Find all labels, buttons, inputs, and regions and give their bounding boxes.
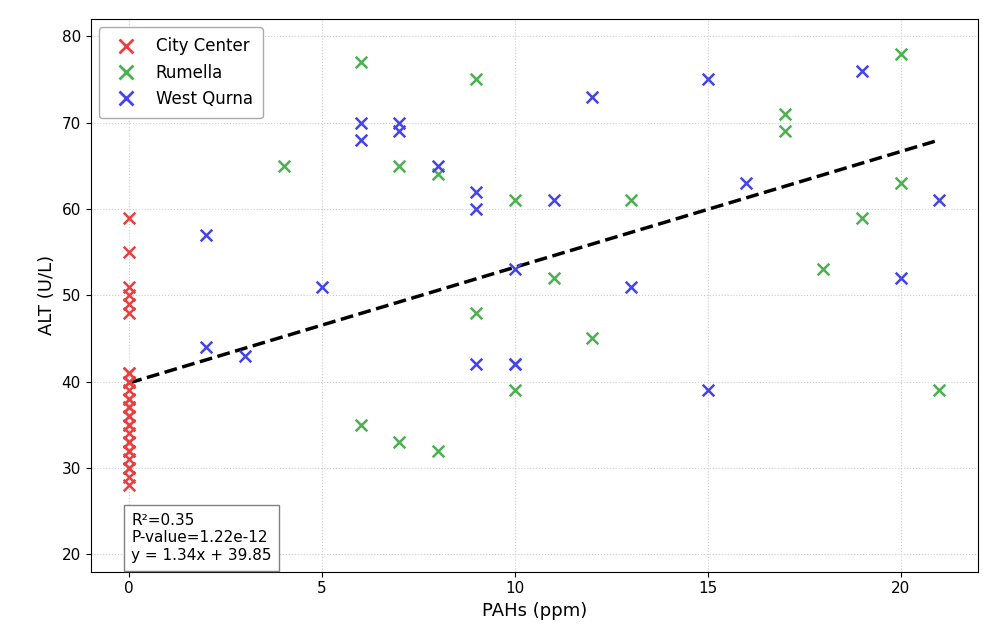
Point — [121, 480, 137, 490]
Point — [121, 437, 137, 447]
Point — [121, 411, 137, 421]
Point — [931, 195, 948, 205]
Point — [469, 307, 485, 318]
Point — [700, 74, 716, 84]
Point — [892, 48, 908, 58]
Point — [815, 264, 832, 274]
Point — [275, 161, 291, 171]
Point — [507, 359, 523, 370]
Point — [507, 264, 523, 274]
Point — [199, 342, 215, 352]
Point — [121, 403, 137, 413]
Point — [353, 117, 369, 128]
Point — [121, 420, 137, 430]
Point — [429, 161, 446, 171]
Point — [391, 126, 407, 137]
Point — [584, 333, 600, 344]
Point — [121, 299, 137, 309]
Point — [121, 463, 137, 473]
Point — [121, 446, 137, 456]
Point — [121, 394, 137, 404]
Point — [391, 117, 407, 128]
Point — [121, 403, 137, 413]
Point — [469, 359, 485, 370]
Point — [429, 170, 446, 180]
Point — [199, 230, 215, 240]
Point — [314, 281, 331, 291]
Point — [237, 351, 253, 361]
Point — [121, 368, 137, 378]
Point — [121, 247, 137, 257]
Point — [121, 471, 137, 481]
Point — [121, 394, 137, 404]
Point — [121, 290, 137, 300]
Point — [584, 91, 600, 102]
Point — [121, 463, 137, 473]
Legend: City Center, Rumella, West Qurna: City Center, Rumella, West Qurna — [99, 27, 263, 118]
Point — [545, 273, 561, 283]
Point — [469, 74, 485, 84]
Point — [545, 195, 561, 205]
Point — [854, 213, 870, 223]
Point — [121, 281, 137, 291]
Point — [353, 420, 369, 430]
Point — [854, 66, 870, 76]
Point — [469, 187, 485, 197]
Point — [777, 126, 793, 137]
Point — [507, 359, 523, 370]
Point — [353, 135, 369, 145]
Point — [121, 213, 137, 223]
Point — [121, 377, 137, 387]
Point — [469, 204, 485, 214]
Point — [121, 420, 137, 430]
Point — [931, 385, 948, 396]
Point — [623, 281, 639, 291]
Point — [892, 178, 908, 188]
Point — [121, 454, 137, 464]
Point — [700, 385, 716, 396]
Text: R²=0.35
P-value=1.22e-12
y = 1.34x + 39.85: R²=0.35 P-value=1.22e-12 y = 1.34x + 39.… — [131, 513, 272, 563]
Point — [121, 368, 137, 378]
Point — [121, 411, 137, 421]
Point — [738, 178, 754, 188]
Point — [892, 273, 908, 283]
Point — [391, 437, 407, 447]
Point — [623, 195, 639, 205]
Point — [121, 307, 137, 318]
Point — [121, 377, 137, 387]
Point — [121, 437, 137, 447]
Point — [391, 161, 407, 171]
Point — [121, 446, 137, 456]
Point — [777, 109, 793, 119]
Point — [507, 385, 523, 396]
Y-axis label: ALT (U/L): ALT (U/L) — [38, 255, 56, 335]
Point — [121, 428, 137, 438]
Point — [429, 446, 446, 456]
Point — [353, 57, 369, 67]
Point — [121, 385, 137, 396]
Point — [121, 377, 137, 387]
Point — [507, 195, 523, 205]
X-axis label: PAHs (ppm): PAHs (ppm) — [482, 602, 587, 620]
